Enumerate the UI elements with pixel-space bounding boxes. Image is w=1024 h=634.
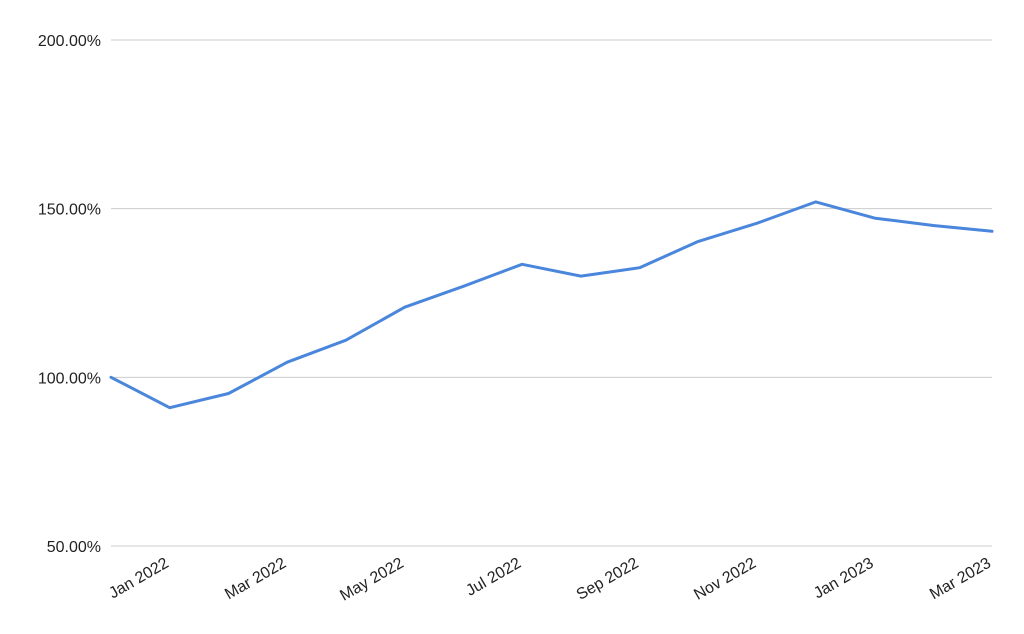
y-axis: 50.00% 100.00% 150.00% 200.00% [38,33,101,556]
x-axis: Jan 2022 Mar 2022 May 2022 Jul 2022 Sep 2022… [106,555,994,605]
x-tick-label: Jan 2022 [106,555,172,603]
series-layer [109,200,994,410]
x-tick-label: Jan 2023 [811,555,877,603]
x-tick-label: Mar 2023 [927,555,994,604]
x-tick-label: Sep 2022 [574,555,642,604]
y-tick-label: 50.00% [47,539,101,556]
series-line-0 [109,200,994,410]
gridlines [111,39,992,547]
x-tick-label: May 2022 [337,555,406,605]
y-tick-label: 200.00% [38,33,101,50]
x-tick-label: Jul 2022 [463,555,524,600]
y-tick-label: 100.00% [38,370,101,387]
x-tick-label: Mar 2022 [222,555,289,604]
y-tick-label: 150.00% [38,202,101,219]
x-tick-label: Nov 2022 [691,555,759,604]
